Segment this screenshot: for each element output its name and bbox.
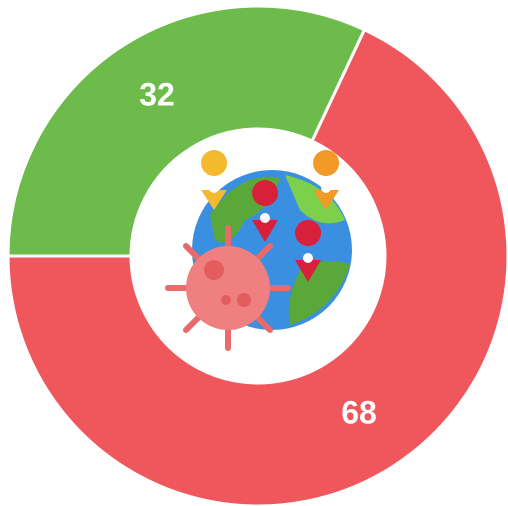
page: 3268 (() => { const data = JSON.parse(do… xyxy=(0,0,508,506)
virus-spot xyxy=(204,260,224,280)
chart: 32 68 xyxy=(0,0,508,506)
data-label: 68 xyxy=(341,395,377,431)
pin-dot xyxy=(303,253,313,263)
pin-dot xyxy=(260,213,270,223)
center-icon xyxy=(168,150,352,348)
pin-dot xyxy=(209,183,219,193)
virus xyxy=(186,246,270,330)
virus-spot xyxy=(237,293,251,307)
pin-dot xyxy=(321,183,331,193)
data-label: 32 xyxy=(139,76,175,112)
virus-spot xyxy=(221,295,231,305)
